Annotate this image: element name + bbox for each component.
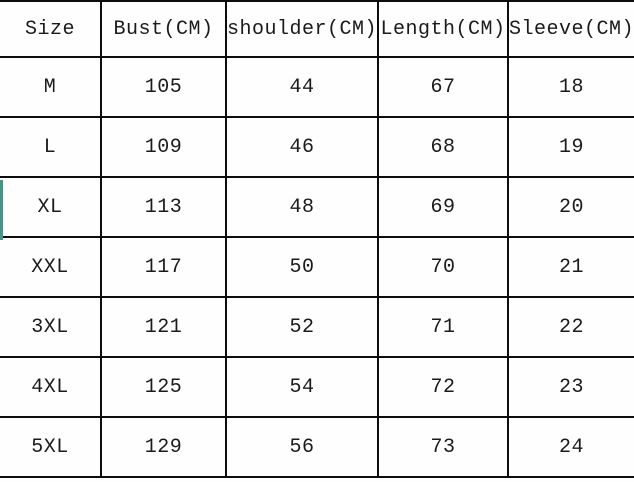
- table-cell: 68: [377, 118, 507, 178]
- column-header-length: Length(CM): [377, 2, 507, 58]
- table-cell: 20: [507, 178, 634, 238]
- column-header-shoulder: shoulder(CM): [225, 2, 377, 58]
- table-cell: 70: [377, 238, 507, 298]
- table-cell: 109: [100, 118, 225, 178]
- table-cell: 21: [507, 238, 634, 298]
- table-cell: 67: [377, 58, 507, 118]
- table-cell: 44: [225, 58, 377, 118]
- row-label: XXL: [0, 238, 100, 298]
- table-cell: 56: [225, 418, 377, 478]
- table-cell: 23: [507, 358, 634, 418]
- table-cell: 19: [507, 118, 634, 178]
- table-cell: 24: [507, 418, 634, 478]
- column-header-size: Size: [0, 2, 100, 58]
- table-cell: 50: [225, 238, 377, 298]
- table-cell: 73: [377, 418, 507, 478]
- table-cell: 125: [100, 358, 225, 418]
- row-label: L: [0, 118, 100, 178]
- table-cell: 54: [225, 358, 377, 418]
- table-cell: 121: [100, 298, 225, 358]
- column-header-sleeve: Sleeve(CM): [507, 2, 634, 58]
- table-cell: 105: [100, 58, 225, 118]
- row-label: 4XL: [0, 358, 100, 418]
- table-cell: 69: [377, 178, 507, 238]
- table-cell: 72: [377, 358, 507, 418]
- table-cell: 22: [507, 298, 634, 358]
- column-header-bust: Bust(CM): [100, 2, 225, 58]
- table-cell: 71: [377, 298, 507, 358]
- row-label: 3XL: [0, 298, 100, 358]
- row-label: 5XL: [0, 418, 100, 478]
- row-label: XL: [0, 178, 100, 238]
- table-cell: 52: [225, 298, 377, 358]
- row-label: M: [0, 58, 100, 118]
- table-cell: 18: [507, 58, 634, 118]
- table-cell: 129: [100, 418, 225, 478]
- table-cell: 117: [100, 238, 225, 298]
- table-cell: 48: [225, 178, 377, 238]
- table-cell: 46: [225, 118, 377, 178]
- row-highlight-accent: [0, 180, 3, 240]
- table-cell: 113: [100, 178, 225, 238]
